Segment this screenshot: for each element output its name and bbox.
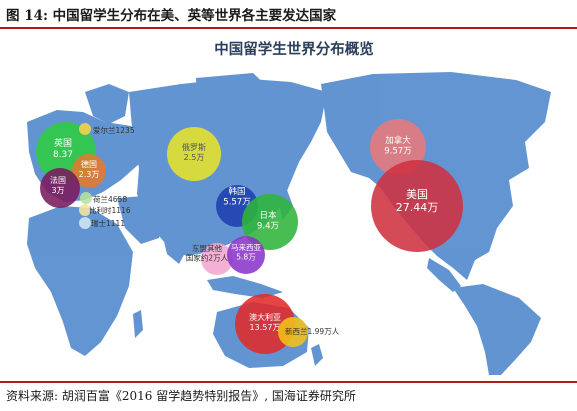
landmass-scandinavia (85, 84, 129, 124)
bubble-value-russia: 2.5万 (184, 153, 205, 162)
bubble-label-sea-line1: 东盟其他 (192, 243, 222, 253)
bubble-country-russia: 俄罗斯 (182, 142, 206, 152)
bubble-value-uk: 8.37 (53, 150, 73, 160)
bubble-label-belgium: 比利时1116 (89, 205, 131, 215)
map-title: 中国留学生世界分布概览 (214, 40, 374, 58)
bottom-rule (0, 381, 577, 383)
landmass-india (159, 220, 191, 264)
bubble-country-canada: 加拿大 (385, 135, 411, 146)
bubble-label-sea-line2: 国家约2万人 (186, 253, 229, 263)
bubble-belgium: 比利时1116 (79, 204, 131, 216)
bubble-country-usa: 美国 (406, 188, 428, 201)
top-rule (0, 27, 577, 29)
bubble-circle-russia (167, 127, 221, 181)
landmass-indonesia (207, 276, 283, 298)
bubble-value-canada: 9.57万 (384, 147, 411, 157)
bubble-circle-japan (242, 194, 298, 250)
bubble-circle-germany (72, 154, 106, 188)
bubble-value-japan: 9.4万 (257, 222, 279, 232)
map-panel: 中国留学生世界分布概览 (21, 30, 567, 375)
bubble-label-switzerland: 瑞士1111 (91, 218, 125, 228)
bubble-label-ireland: 爱尔兰1235 (93, 125, 135, 135)
bubble-value-malaysia: 5.8万 (236, 253, 256, 262)
bubble-value-france: 3万 (51, 186, 64, 195)
bubble-value-australia: 13.57万 (250, 323, 281, 332)
bubble-label-newzealand: 新西兰1.99万人 (285, 326, 340, 336)
bubble-circle-usa (371, 160, 463, 252)
landmass-madagascar (133, 310, 143, 338)
landmass-central-america (427, 258, 461, 292)
bubble-value-usa: 27.44万 (396, 201, 439, 214)
bubble-country-japan: 日本 (259, 210, 277, 221)
bubble-germany: 德国2.3万 (72, 154, 106, 188)
bubble-circle-belgium (79, 204, 91, 216)
bubble-circle-ireland (79, 123, 91, 135)
landmass-middle-east (117, 196, 161, 244)
bubble-country-korea: 韩国 (228, 186, 245, 197)
landmass-asia (129, 78, 327, 256)
bubble-value-korea: 5.57万 (223, 198, 250, 208)
figure-caption: 图 14: 中国留学生分布在美、英等世界各主要发达国家 (6, 8, 337, 24)
landmass-africa (27, 206, 133, 356)
bubble-circle-sea (201, 243, 233, 275)
bubble-country-uk: 英国 (54, 137, 72, 149)
bubble-switzerland: 瑞士1111 (79, 217, 125, 229)
bubble-ireland: 爱尔兰1235 (79, 123, 135, 135)
bubble-value-germany: 2.3万 (79, 170, 100, 179)
bubble-country-australia: 澳大利亚 (249, 312, 281, 322)
bubble-newzealand: 新西兰1.99万人 (278, 317, 340, 347)
bubble-circle-netherlands (80, 192, 92, 204)
bubble-circle-switzerland (79, 217, 91, 229)
landmass-new-zealand (311, 344, 323, 366)
bubble-label-netherlands: 荷兰4658 (93, 194, 127, 204)
bubble-country-germany: 德国 (81, 159, 97, 169)
bubble-country-malaysia: 马来西亚 (231, 243, 261, 252)
source-note: 资料来源: 胡润百富《2016 留学趋势特别报告》, 国海证券研究所 (6, 389, 356, 403)
bubble-japan: 日本9.4万 (242, 194, 298, 250)
bubble-netherlands: 荷兰4658 (80, 192, 127, 204)
bubble-country-france: 法国 (50, 175, 66, 185)
bubble-circle-malaysia (227, 236, 265, 274)
landmass-south-america (453, 284, 541, 375)
bubble-circle-newzealand (278, 317, 308, 347)
bubble-circle-france (40, 168, 80, 208)
world-map: 中国留学生世界分布概览 (27, 40, 551, 375)
